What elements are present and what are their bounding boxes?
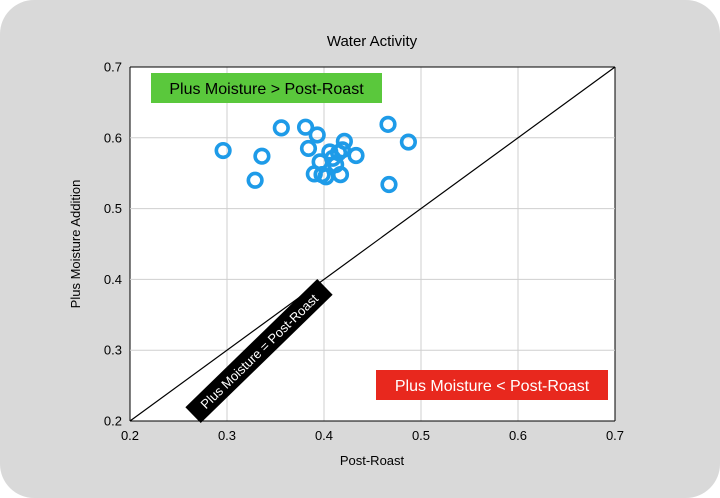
y-tick-label: 0.5 (104, 201, 122, 216)
annotation-above-box (151, 73, 382, 103)
data-point (299, 139, 318, 158)
annotation-below-box (376, 370, 608, 400)
data-point (399, 133, 417, 151)
y-tick-label: 0.2 (104, 414, 122, 429)
x-axis-ticks: 0.2 0.3 0.4 0.5 0.6 0.7 (121, 428, 624, 443)
annotation-below-text: Plus Moisture < Post-Roast (395, 378, 590, 395)
y-tick-label: 0.7 (104, 60, 122, 75)
data-point (272, 119, 290, 137)
data-point (380, 175, 398, 194)
data-point (296, 118, 315, 136)
y-axis-ticks: 0.2 0.3 0.4 0.5 0.6 0.7 (104, 60, 122, 429)
equality-reference-line (129, 66, 616, 422)
data-point (214, 141, 232, 160)
x-tick-label: 0.3 (218, 428, 236, 443)
data-point (253, 147, 271, 165)
data-point (347, 146, 365, 165)
x-tick-label: 0.5 (412, 428, 430, 443)
data-point (331, 166, 350, 184)
x-axis-label: Post-Roast (340, 453, 405, 468)
data-point (308, 126, 326, 144)
y-tick-label: 0.3 (104, 343, 122, 358)
data-points (214, 115, 417, 194)
annotation-diagonal-box (185, 278, 333, 424)
x-tick-label: 0.4 (315, 428, 333, 443)
x-tick-label: 0.7 (606, 428, 624, 443)
y-axis-label: Plus Moisture Addition (68, 180, 83, 309)
annotation-above-text: Plus Moisture > Post-Roast (169, 81, 364, 98)
annotation-above: Plus Moisture > Post-Roast (151, 73, 382, 103)
annotation-below: Plus Moisture < Post-Roast (376, 370, 608, 400)
y-tick-label: 0.4 (104, 272, 122, 287)
data-point (246, 171, 264, 189)
data-point (335, 132, 353, 150)
chart-title: Water Activity (327, 33, 418, 50)
x-tick-label: 0.6 (509, 428, 527, 443)
data-point (379, 115, 397, 133)
x-tick-label: 0.2 (121, 428, 139, 443)
grid-lines (129, 66, 616, 422)
y-tick-label: 0.6 (104, 130, 122, 145)
data-point (333, 141, 352, 159)
